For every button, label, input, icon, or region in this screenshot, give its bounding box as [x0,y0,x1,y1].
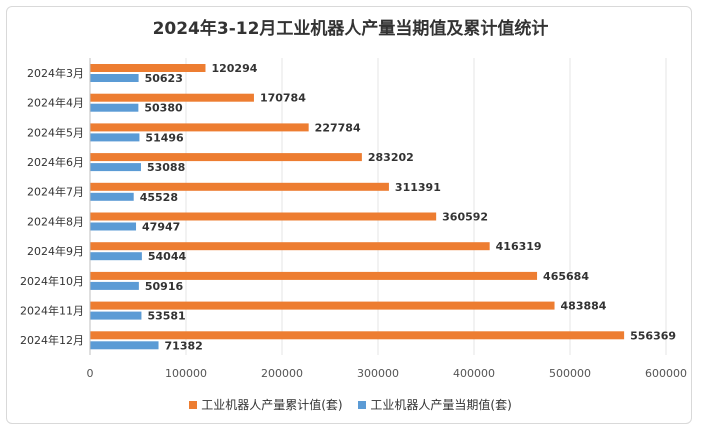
data-label-current: 71382 [165,339,203,352]
y-category-label: 2024年7月 [27,185,84,199]
y-category-label: 2024年10月 [20,274,84,288]
bar-current [90,133,140,142]
data-label-cumulative: 556369 [630,329,676,342]
bar-cumulative [90,331,625,340]
bar-current [90,341,159,350]
x-tick-label: 500000 [549,367,591,380]
bar-cumulative [90,301,555,310]
y-category-label: 2024年6月 [27,155,84,169]
y-category-label: 2024年11月 [20,303,84,317]
y-category-label: 2024年8月 [27,214,84,228]
bar-cumulative [90,64,206,72]
x-tick-label: 400000 [453,367,495,380]
legend-label-cumulative: 工业机器人产量累计值(套) [201,398,343,412]
data-label-cumulative: 170784 [260,92,306,105]
y-category-label: 2024年5月 [27,125,84,139]
data-label-cumulative: 465684 [543,270,589,283]
data-label-current: 45528 [140,191,178,204]
y-category-label: 2024年12月 [20,333,84,347]
data-label-current: 51496 [145,131,184,144]
bar-cumulative [90,93,254,102]
data-label-cumulative: 416319 [496,240,542,253]
data-label-current: 54044 [148,250,187,263]
x-tick-label: 200000 [261,367,303,380]
bar-cumulative [90,242,490,251]
data-label-cumulative: 283202 [368,151,414,164]
y-category-label: 2024年9月 [27,244,84,258]
y-category-label: 2024年3月 [27,66,84,80]
bar-cumulative [90,182,389,191]
bar-current [90,103,139,112]
data-label-cumulative: 227784 [315,121,361,134]
bar-cumulative [90,271,538,280]
bar-cumulative [90,153,362,162]
axis-layer: 0 100000 200000 300000 400000 500000 600000 202… [20,58,687,380]
x-tick-label: 100000 [165,367,207,380]
data-label-cumulative: 360592 [442,211,488,224]
data-label-cumulative: 120294 [211,62,257,75]
y-category-label: 2024年4月 [27,96,84,110]
data-label-current: 47947 [142,221,180,234]
bar-current [90,311,142,320]
data-label-cumulative: 483884 [561,300,607,313]
bar-current [90,222,137,231]
bar-current [90,281,139,290]
chart-title: 2024年3-12月工业机器人产量当期值及累计值统计 [152,19,549,39]
bar-current [90,192,134,201]
legend-item-cumulative: 工业机器人产量累计值(套) [189,396,343,413]
bar-cumulative [90,123,309,132]
chart-legend: 工业机器人产量累计值(套) 工业机器人产量当期值(套) [0,396,701,413]
legend-item-current: 工业机器人产量当期值(套) [358,396,512,413]
bar-cumulative [90,212,437,221]
data-label-cumulative: 311391 [395,181,441,194]
legend-label-current: 工业机器人产量当期值(套) [370,398,512,412]
bar-current [90,74,139,82]
data-label-current: 53581 [147,310,185,323]
data-label-current: 50380 [144,102,183,115]
x-tick-label: 600000 [645,367,687,380]
data-label-current: 50623 [145,72,183,85]
bar-current [90,163,141,172]
bar-current [90,252,142,261]
legend-swatch-current [358,400,367,409]
label-layer: 120294 50623 170784 50380 227784 51496 283202 5… [140,62,676,352]
x-tick-label: 0 [87,367,94,380]
bar-layer [90,64,625,350]
legend-swatch-cumulative [189,400,198,409]
x-tick-label: 300000 [357,367,399,380]
data-label-current: 53088 [147,161,185,174]
data-label-current: 50916 [145,280,184,293]
